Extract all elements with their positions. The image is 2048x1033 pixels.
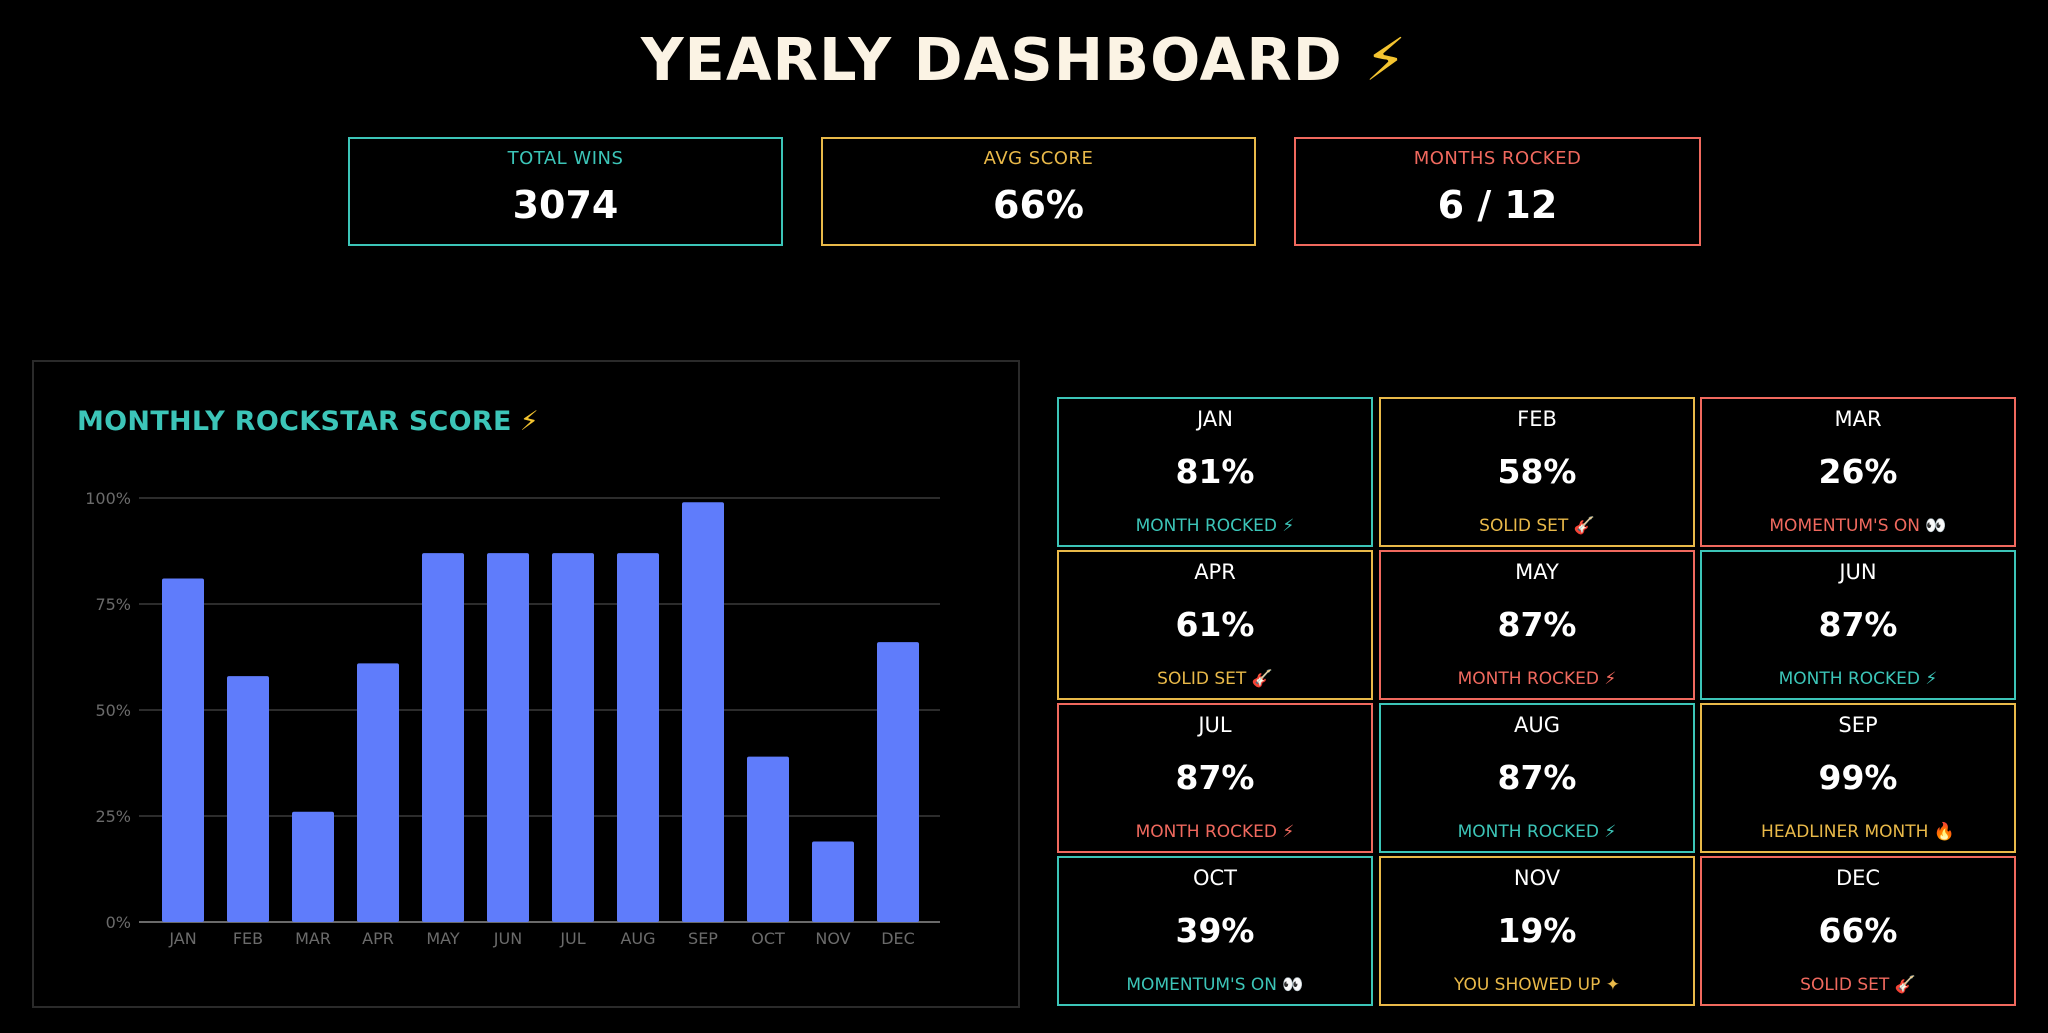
month-card-name: AUG xyxy=(1513,713,1560,737)
lightning-icon: ⚡ xyxy=(1364,25,1408,94)
month-card-score: 39% xyxy=(1175,911,1255,950)
stat-card-months-rocked: MONTHS ROCKED 6 / 12 xyxy=(1294,137,1701,246)
month-card-score: 66% xyxy=(1818,911,1898,950)
month-card-feb: FEB 58% SOLID SET 🎸 xyxy=(1379,397,1695,547)
month-card-score: 99% xyxy=(1818,758,1898,797)
month-card-score: 81% xyxy=(1175,452,1255,491)
month-card-tag: MOMENTUM'S ON 👀 xyxy=(1769,516,1947,536)
month-card-tag: SOLID SET 🎸 xyxy=(1800,975,1916,995)
page-title: YEARLY DASHBOARD ⚡ xyxy=(0,25,2048,95)
month-card-name: JAN xyxy=(1197,407,1233,431)
stat-value: 6 / 12 xyxy=(1437,183,1558,227)
month-card-tag: SOLID SET 🎸 xyxy=(1157,669,1273,689)
month-card-score: 87% xyxy=(1497,758,1577,797)
chart-title: MONTHLY ROCKSTAR SCORE ⚡ xyxy=(77,406,539,437)
month-card-score: 19% xyxy=(1497,911,1577,950)
month-card-jan: JAN 81% MONTH ROCKED ⚡ xyxy=(1057,397,1373,547)
month-card-jun: JUN 87% MONTH ROCKED ⚡ xyxy=(1700,550,2016,700)
stat-value: 3074 xyxy=(512,183,619,227)
month-card-score: 87% xyxy=(1497,605,1577,644)
month-card-oct: OCT 39% MOMENTUM'S ON 👀 xyxy=(1057,856,1373,1006)
stat-card-avg-score: AVG SCORE 66% xyxy=(821,137,1256,246)
month-card-tag: MONTH ROCKED ⚡ xyxy=(1135,822,1295,842)
stat-label: TOTAL WINS xyxy=(507,148,624,169)
month-card-tag: MONTH ROCKED ⚡ xyxy=(1457,669,1617,689)
lightning-icon: ⚡ xyxy=(519,406,540,437)
month-card-name: APR xyxy=(1194,560,1236,584)
month-card-tag: HEADLINER MONTH 🔥 xyxy=(1761,822,1955,842)
month-card-score: 87% xyxy=(1818,605,1898,644)
month-card-name: MAY xyxy=(1515,560,1559,584)
month-card-jul: JUL 87% MONTH ROCKED ⚡ xyxy=(1057,703,1373,853)
month-card-tag: SOLID SET 🎸 xyxy=(1479,516,1595,536)
stat-value: 66% xyxy=(993,183,1084,227)
month-card-may: MAY 87% MONTH ROCKED ⚡ xyxy=(1379,550,1695,700)
month-card-name: SEP xyxy=(1838,713,1878,737)
month-card-mar: MAR 26% MOMENTUM'S ON 👀 xyxy=(1700,397,2016,547)
month-card-name: NOV xyxy=(1513,866,1561,890)
chart-title-text: MONTHLY ROCKSTAR SCORE xyxy=(77,406,512,437)
month-card-dec: DEC 66% SOLID SET 🎸 xyxy=(1700,856,2016,1006)
month-card-tag: YOU SHOWED UP ✦ xyxy=(1453,975,1621,995)
month-card-name: JUL xyxy=(1198,713,1232,737)
month-card-score: 58% xyxy=(1497,452,1577,491)
stat-card-total-wins: TOTAL WINS 3074 xyxy=(348,137,783,246)
month-card-name: MAR xyxy=(1834,407,1882,431)
month-card-name: OCT xyxy=(1192,866,1238,890)
month-card-tag: MONTH ROCKED ⚡ xyxy=(1135,516,1295,536)
month-card-tag: MOMENTUM'S ON 👀 xyxy=(1126,975,1304,995)
stat-label: MONTHS ROCKED xyxy=(1413,148,1582,169)
month-card-score: 61% xyxy=(1175,605,1255,644)
stat-label: AVG SCORE xyxy=(983,148,1094,169)
page-title-text: YEARLY DASHBOARD xyxy=(640,25,1343,94)
chart-panel xyxy=(32,360,1020,1008)
month-card-apr: APR 61% SOLID SET 🎸 xyxy=(1057,550,1373,700)
month-card-tag: MONTH ROCKED ⚡ xyxy=(1457,822,1617,842)
month-card-sep: SEP 99% HEADLINER MONTH 🔥 xyxy=(1700,703,2016,853)
month-card-name: FEB xyxy=(1517,407,1557,431)
month-card-nov: NOV 19% YOU SHOWED UP ✦ xyxy=(1379,856,1695,1006)
month-card-score: 26% xyxy=(1818,452,1898,491)
month-card-tag: MONTH ROCKED ⚡ xyxy=(1778,669,1938,689)
month-card-aug: AUG 87% MONTH ROCKED ⚡ xyxy=(1379,703,1695,853)
month-card-name: DEC xyxy=(1835,866,1881,890)
month-card-name: JUN xyxy=(1839,560,1877,584)
month-card-score: 87% xyxy=(1175,758,1255,797)
